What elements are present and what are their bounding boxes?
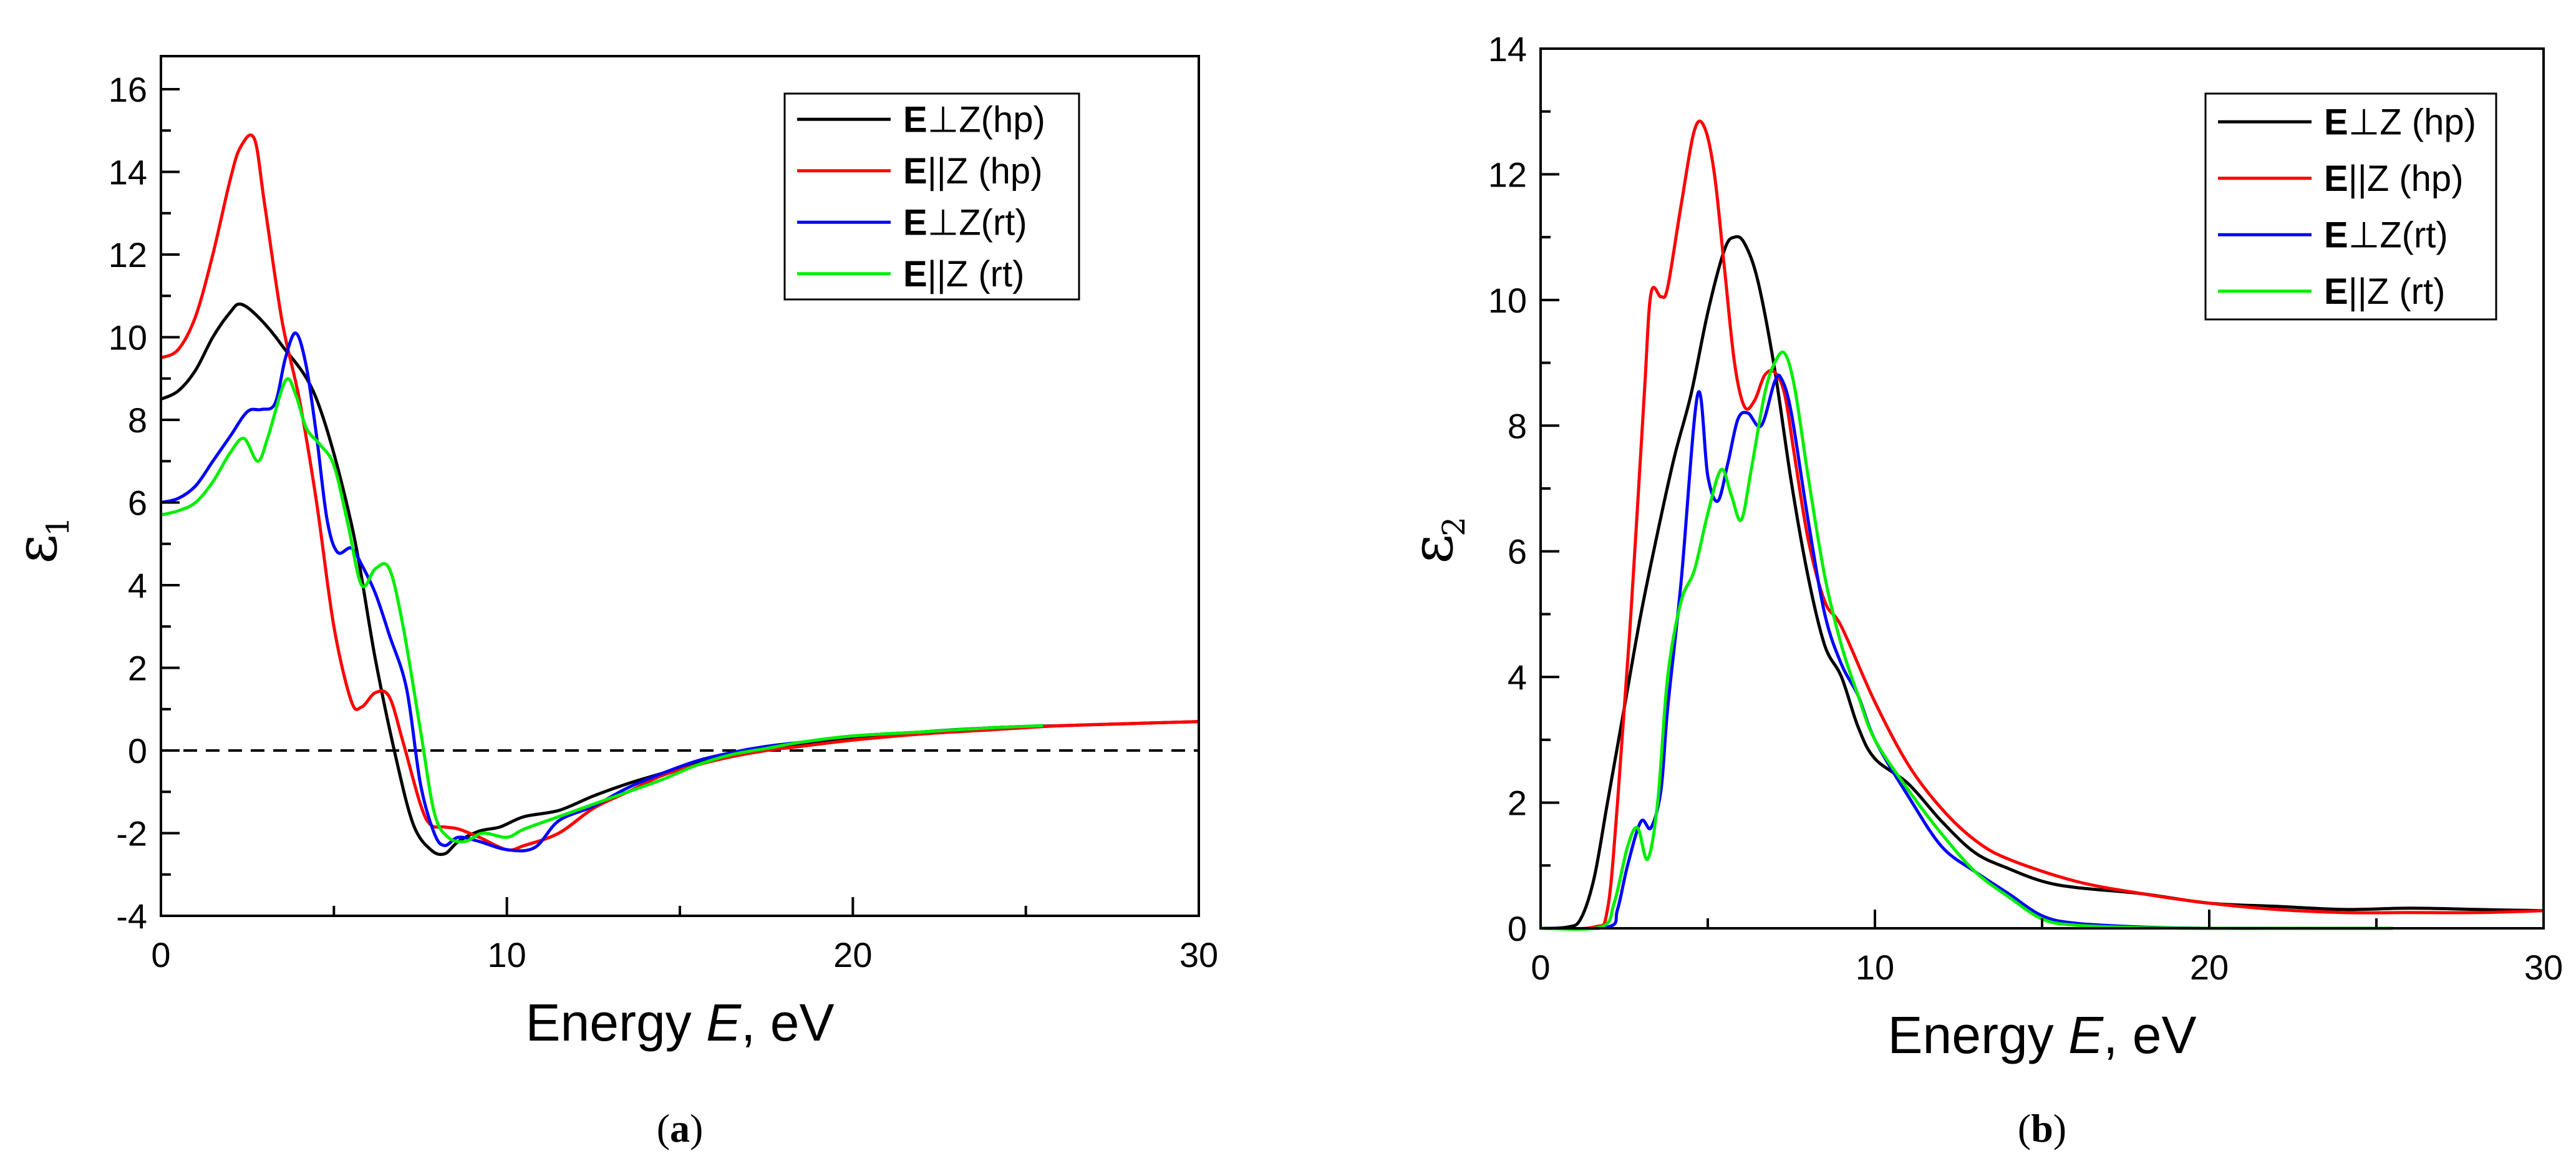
y-tick-label: 4: [1508, 658, 1527, 697]
series-line-3: [1540, 373, 2393, 931]
legend-label-4: E||Z (rt): [903, 254, 1024, 294]
y-tick-label: 6: [1508, 532, 1527, 571]
y-tick-label: 10: [109, 318, 147, 357]
y-tick-label: 10: [1488, 281, 1527, 320]
legend-box: [2204, 92, 2497, 321]
series-line-2: [160, 133, 1199, 852]
y-tick-label: 4: [128, 566, 147, 605]
panel-label-a: (a): [657, 1106, 704, 1150]
ticks-b: 0 10 20 30 0 2 4 6 8 10 12 14: [1488, 29, 2563, 987]
y-tick-label: 8: [128, 401, 147, 440]
legend-label-1: E⊥Z (hp): [2324, 102, 2476, 142]
x-tick-label: 10: [1856, 948, 1894, 987]
series-line-3: [160, 331, 1043, 853]
x-tick-label: 30: [2524, 948, 2563, 987]
legend-label-1: E⊥Z(hp): [903, 99, 1045, 140]
legend-label-3: E⊥Z(rt): [903, 202, 1027, 243]
svg-text:1: 1: [40, 517, 76, 537]
x-axis-label-b: Energy E, eV: [1888, 1006, 2197, 1064]
series-line-1: [1540, 235, 2544, 930]
y-axis-label-b: ε 2: [1399, 517, 1472, 564]
legend-label-2: E||Z (hp): [2324, 158, 2464, 199]
y-tick-label: 2: [1508, 784, 1527, 823]
legend-box: [783, 92, 1080, 301]
x-tick-label: 30: [1179, 935, 1218, 974]
panel-label-b: (b): [2018, 1106, 2066, 1150]
y-tick-label: 8: [1508, 406, 1527, 445]
series-group-b: [1540, 119, 2544, 931]
series-line-4: [160, 377, 1043, 843]
y-tick-label: 14: [109, 153, 147, 192]
y-tick-label: 16: [109, 70, 147, 109]
chart-panel-a: 0 10 20 30 -4 -2 0 2 4 6 8 10 12 14 16 Energy E, eV ε …: [3, 55, 1218, 1150]
y-tick-label: 6: [128, 483, 147, 523]
y-tick-label: 12: [109, 235, 147, 274]
x-axis-label-a: Energy E, eV: [526, 993, 835, 1052]
y-tick-label: 2: [128, 649, 147, 688]
svg-text:ε: ε: [1399, 534, 1466, 564]
y-tick-label: 0: [128, 731, 147, 770]
x-tick-label: 0: [1531, 948, 1550, 987]
y-tick-label: 12: [1488, 155, 1527, 194]
svg-text:ε: ε: [3, 534, 70, 564]
legend-label-3: E⊥Z(rt): [2324, 215, 2448, 255]
y-tick-label: 0: [1508, 909, 1527, 948]
series-group-a: [160, 133, 1199, 857]
legend-b: E⊥Z (hp) E||Z (hp) E⊥Z(rt) E||Z (rt): [2204, 92, 2497, 321]
x-tick-label: 20: [2190, 948, 2229, 987]
chart-panel-b: 0 10 20 30 0 2 4 6 8 10 12 14 Energy E, eV ε 2 E⊥Z …: [1399, 29, 2563, 1150]
y-tick-label: 14: [1488, 29, 1527, 69]
legend-a: E⊥Z(hp) E||Z (hp) E⊥Z(rt) E||Z (rt): [783, 92, 1080, 301]
x-tick-label: 10: [488, 935, 526, 974]
ticks-a: 0 10 20 30 -4 -2 0 2 4 6 8 10 12 14 16: [109, 70, 1218, 974]
y-axis-label-a: ε 1: [3, 517, 76, 564]
legend-label-4: E||Z (rt): [2324, 271, 2445, 312]
svg-text:2: 2: [1436, 517, 1472, 537]
legend-label-2: E||Z (hp): [903, 151, 1043, 192]
x-tick-label: 0: [151, 935, 170, 974]
series-line-4: [1540, 350, 2393, 931]
y-tick-label: -4: [116, 896, 147, 936]
y-tick-label: -2: [116, 814, 147, 853]
x-tick-label: 20: [833, 935, 872, 974]
